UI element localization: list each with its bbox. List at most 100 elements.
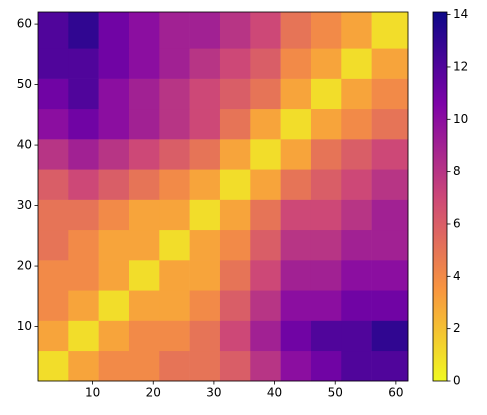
heatmap-cell	[68, 350, 99, 382]
heatmap-cell	[128, 108, 160, 140]
heatmap-cell	[371, 78, 409, 110]
heatmap-cell	[341, 169, 372, 200]
heatmap-cell	[38, 12, 69, 49]
heatmap-cell	[219, 199, 251, 231]
heatmap-cell	[371, 48, 409, 79]
heatmap-cell	[189, 78, 221, 110]
heatmap-cell	[189, 108, 221, 140]
heatmap-cell	[219, 12, 251, 49]
heatmap-cell	[38, 169, 69, 200]
heatmap-cell	[341, 78, 372, 110]
colorbar-tick-label: 14	[453, 7, 468, 21]
heatmap-cell	[98, 350, 130, 382]
heatmap-cell	[98, 320, 130, 352]
heatmap-cell	[280, 78, 312, 110]
heatmap-cell	[68, 78, 99, 110]
heatmap-cell	[280, 229, 312, 261]
heatmap-cell	[68, 12, 99, 49]
heatmap-cell	[38, 108, 69, 140]
heatmap-cell	[371, 199, 409, 231]
heatmap-cell	[250, 169, 281, 200]
heatmap-cell	[310, 199, 342, 231]
heatmap-cell	[310, 169, 342, 200]
y-tick-label: 20	[17, 259, 32, 273]
heatmap-cell	[280, 48, 312, 79]
heatmap-cell	[159, 260, 190, 291]
heatmap-cell	[128, 48, 160, 79]
heatmap-cell	[250, 48, 281, 79]
heatmap-cell	[98, 199, 130, 231]
heatmap-cell	[189, 320, 221, 352]
heatmap-cell	[280, 108, 312, 140]
heatmap-cell	[189, 229, 221, 261]
heatmap-cell	[280, 260, 312, 291]
heatmap-cell	[128, 290, 160, 321]
heatmap-cell	[38, 199, 69, 231]
heatmap-cell	[189, 169, 221, 200]
heatmap-cell	[38, 229, 69, 261]
heatmap-cell	[219, 78, 251, 110]
heatmap-cell	[38, 350, 69, 382]
heatmap-cell	[219, 229, 251, 261]
heatmap-cell	[371, 108, 409, 140]
heatmap-cell	[68, 139, 99, 170]
plot-frame	[37, 11, 409, 382]
heatmap-cell	[98, 260, 130, 291]
heatmap-cell	[38, 48, 69, 79]
colorbar-tick-label: 2	[453, 321, 461, 335]
heatmap-cell	[68, 229, 99, 261]
heatmap-cell	[159, 229, 190, 261]
heatmap-cell	[250, 229, 281, 261]
heatmap-cell	[341, 199, 372, 231]
heatmap-cell	[341, 12, 372, 49]
heatmap-cell	[159, 12, 190, 49]
x-tick-label: 30	[206, 386, 221, 400]
heatmap-cell	[128, 199, 160, 231]
heatmap-cell	[189, 350, 221, 382]
colorbar-tick-label: 4	[453, 269, 461, 283]
heatmap-cell	[280, 169, 312, 200]
heatmap-cell	[341, 48, 372, 79]
heatmap-cell	[250, 199, 281, 231]
heatmap-cell	[310, 260, 342, 291]
heatmap-cell	[159, 199, 190, 231]
heatmap-cell	[219, 260, 251, 291]
heatmap-cell	[128, 139, 160, 170]
y-tick-label: 30	[17, 198, 32, 212]
heatmap-cell	[98, 12, 130, 49]
heatmap-cell	[371, 229, 409, 261]
y-tick-label: 40	[17, 138, 32, 152]
heatmap-cell	[189, 260, 221, 291]
heatmap-cell	[341, 108, 372, 140]
heatmap-cell	[280, 350, 312, 382]
heatmap-cell	[189, 139, 221, 170]
colorbar-tick-label: 6	[453, 216, 461, 230]
heatmap-cell	[310, 290, 342, 321]
heatmap-cell	[38, 139, 69, 170]
heatmap-cell	[219, 290, 251, 321]
heatmap-cell	[280, 139, 312, 170]
heatmap-cell	[280, 199, 312, 231]
x-tick-label: 10	[85, 386, 100, 400]
heatmap-cell	[250, 320, 281, 352]
heatmap-cell	[159, 139, 190, 170]
heatmap-cell	[38, 290, 69, 321]
heatmap-cell	[68, 320, 99, 352]
heatmap-cell	[98, 139, 130, 170]
heatmap-cell	[68, 108, 99, 140]
heatmap-cell	[98, 78, 130, 110]
colorbar-tick-label: 8	[453, 164, 461, 178]
heatmap-cell	[38, 320, 69, 352]
heatmap-cell	[219, 320, 251, 352]
heatmap-cell	[159, 290, 190, 321]
heatmap-cell	[341, 229, 372, 261]
heatmap-cell	[371, 320, 409, 352]
heatmap-cell	[38, 78, 69, 110]
heatmap-cell	[38, 260, 69, 291]
heatmap-cell	[280, 290, 312, 321]
heatmap-cell	[371, 139, 409, 170]
heatmap-cell	[128, 169, 160, 200]
heatmap-cell	[310, 320, 342, 352]
heatmap-cell	[310, 12, 342, 49]
